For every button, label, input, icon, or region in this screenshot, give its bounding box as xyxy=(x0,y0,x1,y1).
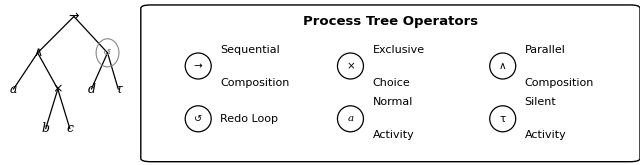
Text: a: a xyxy=(348,114,353,123)
Text: Activity: Activity xyxy=(372,130,414,140)
Text: ↺: ↺ xyxy=(194,114,202,124)
Text: Choice: Choice xyxy=(372,78,410,87)
Text: c: c xyxy=(67,122,74,135)
Text: Activity: Activity xyxy=(525,130,566,140)
Text: b: b xyxy=(42,122,50,135)
Text: →: → xyxy=(68,10,79,23)
Text: ↺: ↺ xyxy=(103,48,112,58)
Text: ×: × xyxy=(52,83,63,96)
Text: τ: τ xyxy=(115,83,122,96)
Text: ×: × xyxy=(346,61,355,71)
Text: Parallel: Parallel xyxy=(525,45,566,54)
Text: Normal: Normal xyxy=(372,97,413,107)
Text: →: → xyxy=(194,61,203,71)
Text: Silent: Silent xyxy=(525,97,556,107)
Text: Exclusive: Exclusive xyxy=(372,45,424,54)
Text: Composition: Composition xyxy=(525,78,594,87)
Text: d: d xyxy=(88,83,95,96)
Text: Sequential: Sequential xyxy=(220,45,280,54)
Text: Process Tree Operators: Process Tree Operators xyxy=(303,15,478,28)
Text: ∧: ∧ xyxy=(499,61,506,71)
Text: Redo Loop: Redo Loop xyxy=(220,114,278,124)
Text: τ: τ xyxy=(500,114,506,124)
Text: a: a xyxy=(10,83,17,96)
Text: Composition: Composition xyxy=(220,78,289,87)
Text: ∧: ∧ xyxy=(33,46,42,59)
